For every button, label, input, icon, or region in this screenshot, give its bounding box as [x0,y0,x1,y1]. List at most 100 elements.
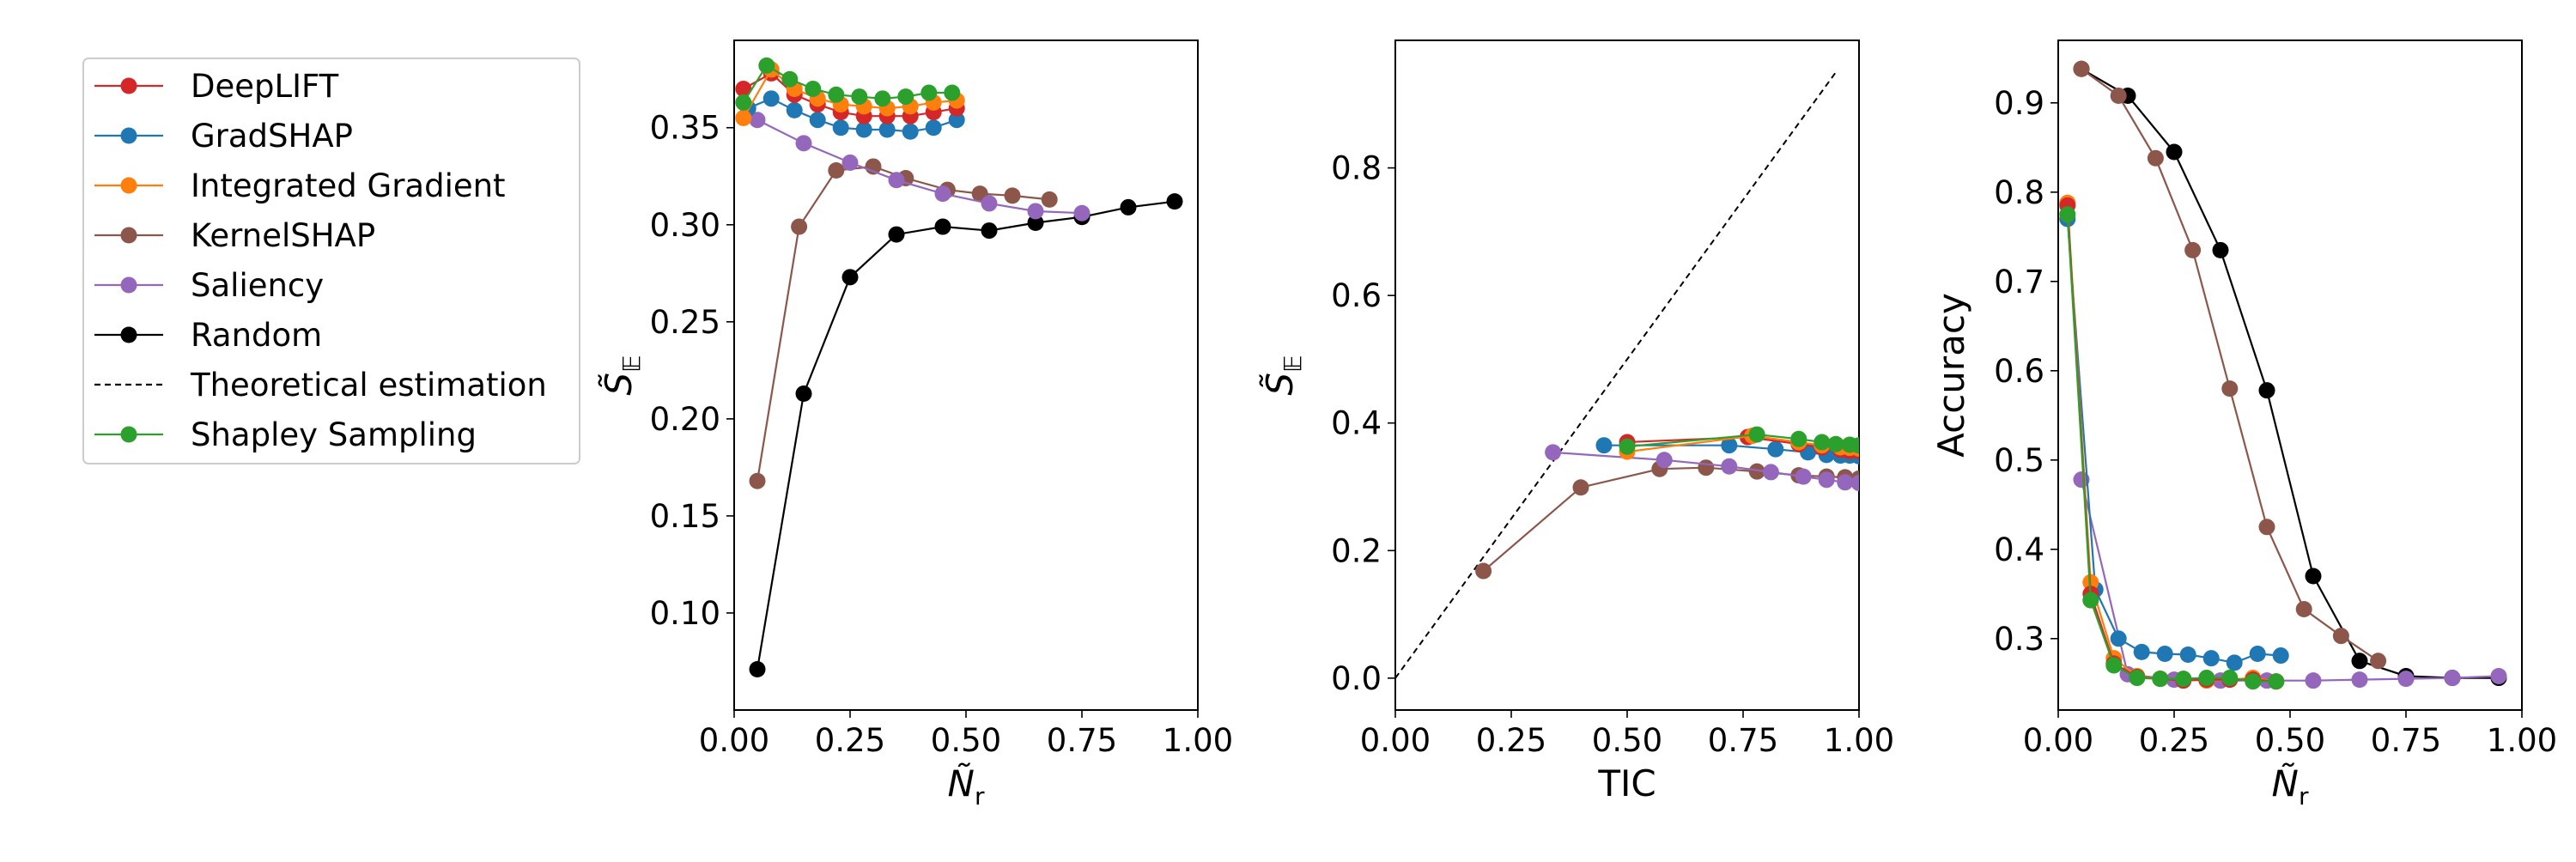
y-tick-label: 0.6 [1994,353,2044,390]
data-point-kernelshap [749,472,766,489]
data-point-kernelshap [2295,600,2312,617]
x-axis-label: TIC [1597,762,1656,804]
data-point-random [981,222,998,240]
data-point-kernelshap [2110,87,2127,104]
legend-label: Saliency [191,267,324,304]
data-point-shapley-sampling [2245,673,2262,690]
data-point-gradshap [1595,437,1613,454]
data-point-saliency [934,185,951,203]
legend-swatch-marker [120,326,137,343]
data-point-kernelshap [2221,380,2239,398]
legend-label: Shapley Sampling [191,416,477,453]
data-point-saliency [1795,468,1812,485]
data-point-saliency [749,112,766,129]
data-point-saliency [2305,672,2322,689]
data-point-gradshap [948,112,965,129]
y-tick-label: 0.8 [1994,174,2044,211]
data-point-saliency [1762,464,1779,481]
series-saliency [1545,444,1859,492]
data-point-shapley-sampling [2152,671,2169,688]
y-tick-label: 0.15 [650,498,720,535]
data-point-gradshap [832,119,849,137]
plot-area [1395,71,1859,679]
series-line-shapley-sampling [742,64,952,103]
data-point-random [795,385,812,402]
series-gradshap [2059,210,2289,671]
x-tick-label: 0.75 [2371,722,2441,759]
data-point-gradshap [2179,646,2196,664]
data-point-shapley-sampling [1827,435,1844,452]
data-point-shapley-sampling [1850,437,1859,454]
data-point-shapley-sampling [2105,657,2123,674]
data-point-shapley-sampling [781,70,799,88]
legend-entry-random: Random [94,317,322,354]
data-point-shapley-sampling [1790,430,1807,447]
plot-area [735,57,1183,678]
y-axis-label: S̃𝔼 [1258,355,1307,395]
legend-swatch-marker [120,177,137,194]
data-point-kernelshap [2370,653,2387,670]
data-point-gradshap [925,119,942,137]
data-point-shapley-sampling [2082,592,2099,609]
x-tick-label: 0.25 [1476,722,1546,759]
data-point-kernelshap [2184,241,2202,258]
data-point-gradshap [2249,645,2266,662]
data-point-kernelshap [828,161,845,179]
legend-swatch-marker [120,227,137,244]
data-point-saliency [888,172,905,189]
legend-swatch-marker [120,276,137,294]
data-point-gradshap [2110,630,2127,647]
data-point-random [2351,653,2368,670]
data-point-saliency [1837,474,1854,491]
data-point-random [2305,568,2322,585]
data-point-saliency [1818,471,1835,489]
series-line-random [2081,68,2499,679]
y-tick-label: 0.7 [1994,264,2044,300]
y-tick-label: 0.9 [1994,85,2044,122]
legend-label: DeepLIFT [191,68,339,105]
legend-label: Theoretical estimation [190,367,547,404]
data-point-kernelshap [2073,60,2090,77]
y-tick-label: 0.3 [1994,621,2044,658]
series-saliency [749,112,1091,222]
data-point-shapley-sampling [2198,670,2215,687]
x-tick-label: 1.00 [2487,722,2557,759]
y-tick-label: 0.30 [650,207,720,244]
y-tick-label: 0.4 [1994,531,2044,568]
data-point-gradshap [2226,654,2243,671]
plot-frame [2057,39,2523,711]
legend-box [82,58,580,464]
data-point-saliency [795,135,812,152]
data-point-kernelshap [1698,459,1715,477]
data-point-kernelshap [1041,191,1058,208]
series-kernelshap [749,158,1058,489]
chart-panel-accuracy-vs-nr: 0.00 0.25 0.50 0.75 1.00 0.3 0.4 0.5 0.6 0.7 0.8 0.… [1930,39,2557,810]
y-tick-label: 0.6 [1331,277,1382,314]
x-tick-label: 0.75 [1047,722,1117,759]
data-point-kernelshap [2147,149,2164,167]
y-axis-label: S̃𝔼 [597,355,646,395]
data-point-kernelshap [1748,463,1765,480]
data-point-saliency [1545,444,1562,461]
data-point-saliency [2444,670,2461,687]
y-tick-label: 0.8 [1331,150,1382,187]
x-tick-label: 1.00 [1163,722,1233,759]
y-tick-label: 0.2 [1331,532,1382,569]
data-point-shapley-sampling [2129,670,2146,687]
data-point-gradshap [2272,647,2289,665]
series-shapley-sampling [735,57,961,111]
legend-label: KernelSHAP [191,217,375,254]
legend-entry-saliency: Saliency [94,267,324,304]
chart-panel-sensitivity-vs-tic: 0.00 0.25 0.50 0.75 1.00 0.0 0.2 0.4 0.6 0.8 TIC S̃… [1258,39,1894,804]
data-point-shapley-sampling [897,88,914,106]
data-point-saliency [1073,204,1091,222]
data-point-gradshap [878,121,896,138]
y-tick-label: 0.5 [1994,442,2044,479]
legend-entry-gradshap: GradSHAP [94,118,353,155]
data-point-gradshap [2202,650,2220,667]
x-axis-label: Ñr [948,762,985,810]
data-point-gradshap [786,101,803,118]
legend-swatch-marker [120,77,137,94]
x-tick-label: 0.00 [1360,722,1431,759]
